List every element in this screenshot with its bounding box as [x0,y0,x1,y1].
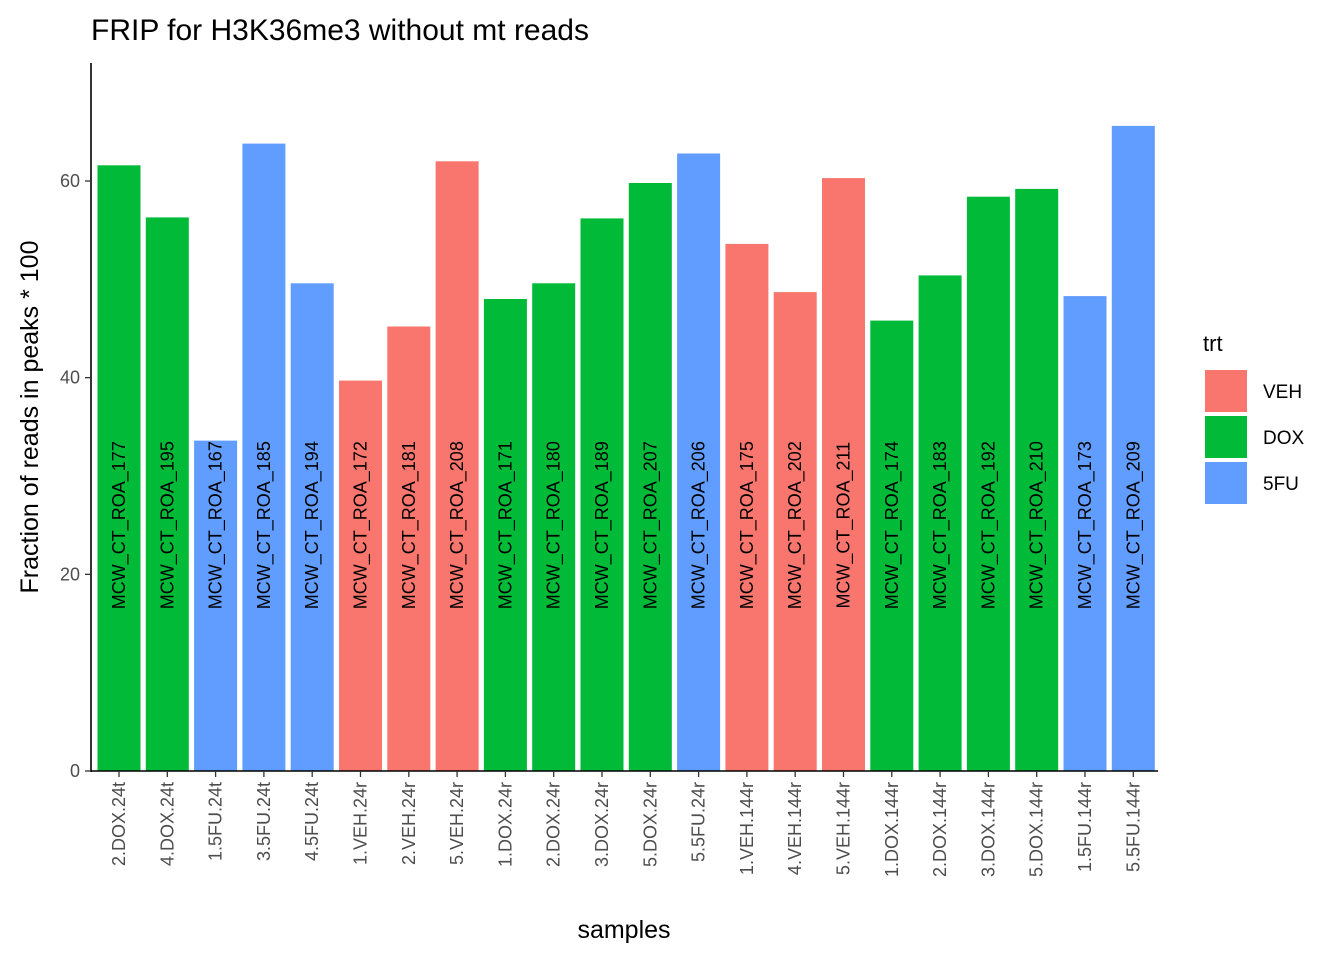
legend-key-veh [1205,370,1247,412]
x-tick-label: 3.DOX.24r [592,782,612,867]
bar-label: MCW_CT_ROA_181 [399,441,420,609]
bar [339,380,382,771]
x-tick-label: 5.5FU.24r [689,782,709,862]
legend-label-dox: DOX [1263,428,1305,449]
x-tick-label: 1.5FU.24t [206,782,226,861]
plot-area: MCW_CT_ROA_177 MCW_CT_ROA_195 MCW_CT_ROA_1… [60,63,1158,877]
x-tick-label: 2.VEH.24r [399,782,419,865]
bar-label: MCW_CT_ROA_194 [302,441,323,609]
bar [242,143,286,772]
x-tick-label: 5.DOX.144r [1027,782,1047,877]
legend-key-5fu [1205,462,1247,504]
bar [677,153,721,771]
bar [532,283,576,771]
bar-label: MCW_CT_ROA_185 [254,441,275,609]
bar-label: MCW_CT_ROA_167 [206,441,227,609]
bar [580,218,624,771]
x-tick-label: 1.5FU.144r [1075,782,1095,872]
bar [387,326,431,771]
bar [918,275,962,771]
bar-label: MCW_CT_ROA_209 [1123,441,1144,609]
bar-label: MCW_CT_ROA_189 [592,441,613,609]
bar [773,292,817,771]
x-tick-label: 2.DOX.24r [544,782,564,867]
y-tick-label: 0 [70,761,80,781]
chart-title: FRIP for H3K36me3 without mt reads [91,14,589,47]
x-tick-label: 2.DOX.144r [930,782,950,877]
y-axis-title: Fraction of reads in peaks * 100 [16,241,44,594]
bar [483,299,527,771]
bar-label: MCW_CT_ROA_195 [157,441,178,609]
bar [290,283,334,771]
bar [822,178,865,772]
x-tick-label: 5.VEH.144r [834,782,854,875]
y-tick-label: 40 [60,368,80,388]
bar [435,161,479,772]
bar-label: MCW_CT_ROA_172 [351,441,372,609]
bar-label: MCW_CT_ROA_211 [834,442,855,609]
x-tick-label: 1.VEH.144r [737,782,757,875]
y-tick-label: 20 [60,564,80,584]
bar-label: MCW_CT_ROA_206 [689,441,710,609]
bar [966,196,1010,771]
bar [1111,125,1155,771]
bar [628,183,672,771]
x-tick-label: 4.5FU.24t [302,782,322,861]
bar-label: MCW_CT_ROA_207 [640,441,661,609]
legend-key-dox [1205,416,1247,458]
bar [725,243,769,771]
bar-label: MCW_CT_ROA_177 [109,441,130,609]
bar-label: MCW_CT_ROA_175 [737,441,758,609]
legend-label-veh: VEH [1263,382,1302,403]
legend: trt VEH DOX 5FU [1203,331,1305,504]
bar-label: MCW_CT_ROA_180 [544,441,565,609]
bar-label: MCW_CT_ROA_202 [785,441,806,609]
y-tick-label: 60 [60,171,80,191]
x-tick-label: 1.DOX.24r [495,782,515,867]
x-tick-label: 2.DOX.24t [109,782,129,866]
bar [194,440,238,771]
x-tick-label: 3.DOX.144r [978,782,998,877]
bar [1015,188,1059,771]
bar-label: MCW_CT_ROA_183 [930,441,951,609]
x-tick-label: 4.VEH.144r [785,782,805,875]
bar [145,217,189,771]
x-tick-label: 5.VEH.24r [447,782,467,865]
x-axis-title: samples [577,916,670,944]
bar [870,320,914,771]
legend-title: trt [1203,331,1223,356]
bar-label: MCW_CT_ROA_208 [447,441,468,609]
legend-label-5fu: 5FU [1263,474,1299,495]
bar-label: MCW_CT_ROA_174 [882,441,903,609]
bar [97,165,141,772]
x-tick-label: 1.VEH.24r [351,782,371,865]
bar-label: MCW_CT_ROA_173 [1075,441,1096,609]
bar-label: MCW_CT_ROA_171 [495,441,516,609]
bar-label: MCW_CT_ROA_192 [978,441,999,609]
x-tick-label: 4.DOX.24t [157,782,177,866]
x-tick-label: 5.DOX.24r [640,782,660,867]
bar [1063,296,1107,771]
x-tick-label: 1.DOX.144r [882,782,902,877]
x-tick-label: 5.5FU.144r [1123,782,1143,872]
x-tick-label: 3.5FU.24t [254,782,274,861]
bar-label: MCW_CT_ROA_210 [1027,441,1048,609]
